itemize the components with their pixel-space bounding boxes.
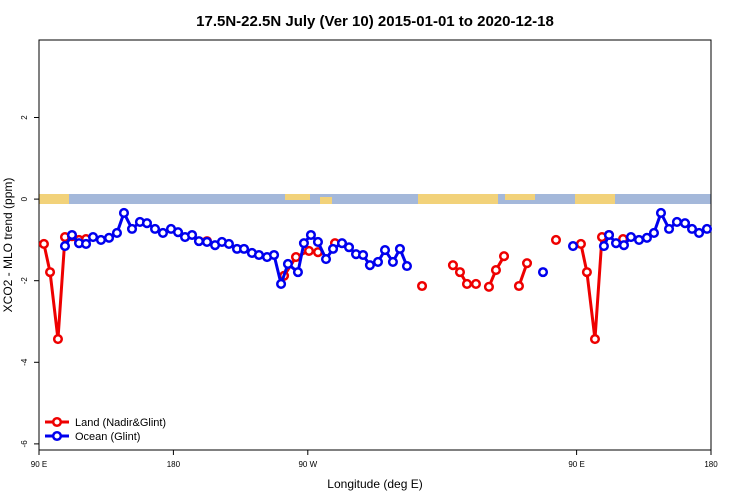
data-point: [118, 207, 130, 219]
data-point: [149, 223, 161, 234]
data-point: [461, 278, 473, 290]
data-point: [416, 280, 428, 292]
data-point: [498, 251, 510, 262]
x-tick-label: 90 E: [31, 460, 47, 469]
data-point: [126, 223, 138, 234]
data-point: [157, 227, 168, 239]
data-point: [372, 256, 384, 267]
data-point: [320, 254, 332, 265]
data-point: [238, 243, 250, 254]
data-point: [581, 267, 592, 278]
legend-label: Land (Nadir&Glint): [75, 417, 166, 429]
series-line: [42, 234, 87, 340]
data-point: [303, 245, 315, 256]
data-point: [103, 232, 115, 243]
legend-marker: [51, 416, 63, 428]
data-point: [379, 245, 391, 256]
data-point: [603, 229, 615, 241]
chart-title: 17.5N-22.5N July (Ver 10) 2015-01-01 to …: [196, 13, 554, 30]
data-point: [387, 256, 398, 267]
data-point: [447, 260, 459, 271]
data-point: [364, 260, 375, 271]
data-point: [394, 243, 405, 254]
data-point: [618, 240, 629, 251]
data-point: [550, 234, 562, 245]
data-point: [193, 236, 204, 247]
x-tick-label: 90 E: [568, 460, 584, 469]
data-point: [305, 229, 316, 241]
data-point: [401, 260, 413, 272]
y-tick-label: -2: [20, 277, 29, 285]
data-point: [490, 265, 502, 276]
data-point: [59, 240, 71, 252]
data-point: [483, 281, 494, 292]
data-point: [290, 251, 302, 263]
data-point: [537, 267, 549, 278]
data-point: [470, 278, 481, 290]
data-point: [625, 231, 637, 243]
data-point: [80, 238, 92, 250]
data-point: [454, 267, 466, 278]
land-ocean-strip: [39, 194, 711, 204]
data-point: [201, 236, 213, 247]
x-tick-label: 90 W: [298, 460, 317, 469]
x-tick-label: 180: [167, 460, 181, 469]
data-point: [327, 243, 339, 254]
data-point: [679, 218, 691, 229]
data-point: [521, 258, 533, 269]
data-point: [694, 227, 705, 239]
y-tick-label: -4: [20, 358, 29, 366]
data-point: [633, 234, 645, 245]
legend-label: Ocean (Glint): [75, 431, 140, 443]
data-point: [111, 227, 123, 239]
data-point: [276, 278, 287, 290]
data-point: [38, 238, 49, 250]
data-point: [671, 216, 683, 228]
data-point: [513, 280, 525, 292]
data-point: [292, 267, 303, 278]
x-tick-label: 180: [704, 460, 718, 469]
data-point: [88, 231, 99, 243]
data-point: [187, 229, 198, 241]
data-point: [655, 207, 667, 219]
data-point: [567, 240, 579, 252]
data-point: [253, 249, 265, 261]
data-point: [223, 238, 235, 250]
data-point: [701, 223, 713, 234]
data-point: [663, 223, 675, 234]
data-point: [282, 258, 293, 270]
x-axis-label: Longitude (deg E): [327, 477, 422, 491]
data-point: [589, 333, 601, 345]
data-point: [312, 236, 324, 247]
data-point: [336, 238, 348, 249]
y-tick-label: 2: [20, 115, 29, 120]
data-point: [686, 223, 698, 234]
data-point: [598, 240, 609, 252]
data-point: [45, 267, 56, 278]
data-point: [343, 242, 355, 253]
data-point: [66, 229, 78, 241]
y-tick-label: 0: [20, 196, 29, 201]
data-point: [95, 234, 107, 245]
y-axis-label: XCO2 - MLO trend (ppm): [1, 178, 15, 313]
data-point: [358, 249, 369, 261]
data-point: [575, 238, 586, 250]
data-point: [641, 232, 652, 243]
legend-marker: [51, 430, 63, 442]
data-point: [610, 238, 622, 249]
data-point: [52, 333, 64, 345]
data-point: [172, 227, 184, 238]
data-point: [141, 218, 153, 229]
data-point: [648, 227, 660, 239]
data-point: [269, 249, 280, 261]
y-tick-label: -6: [20, 440, 29, 448]
plot-frame: [38, 39, 712, 451]
data-point: [298, 238, 309, 249]
